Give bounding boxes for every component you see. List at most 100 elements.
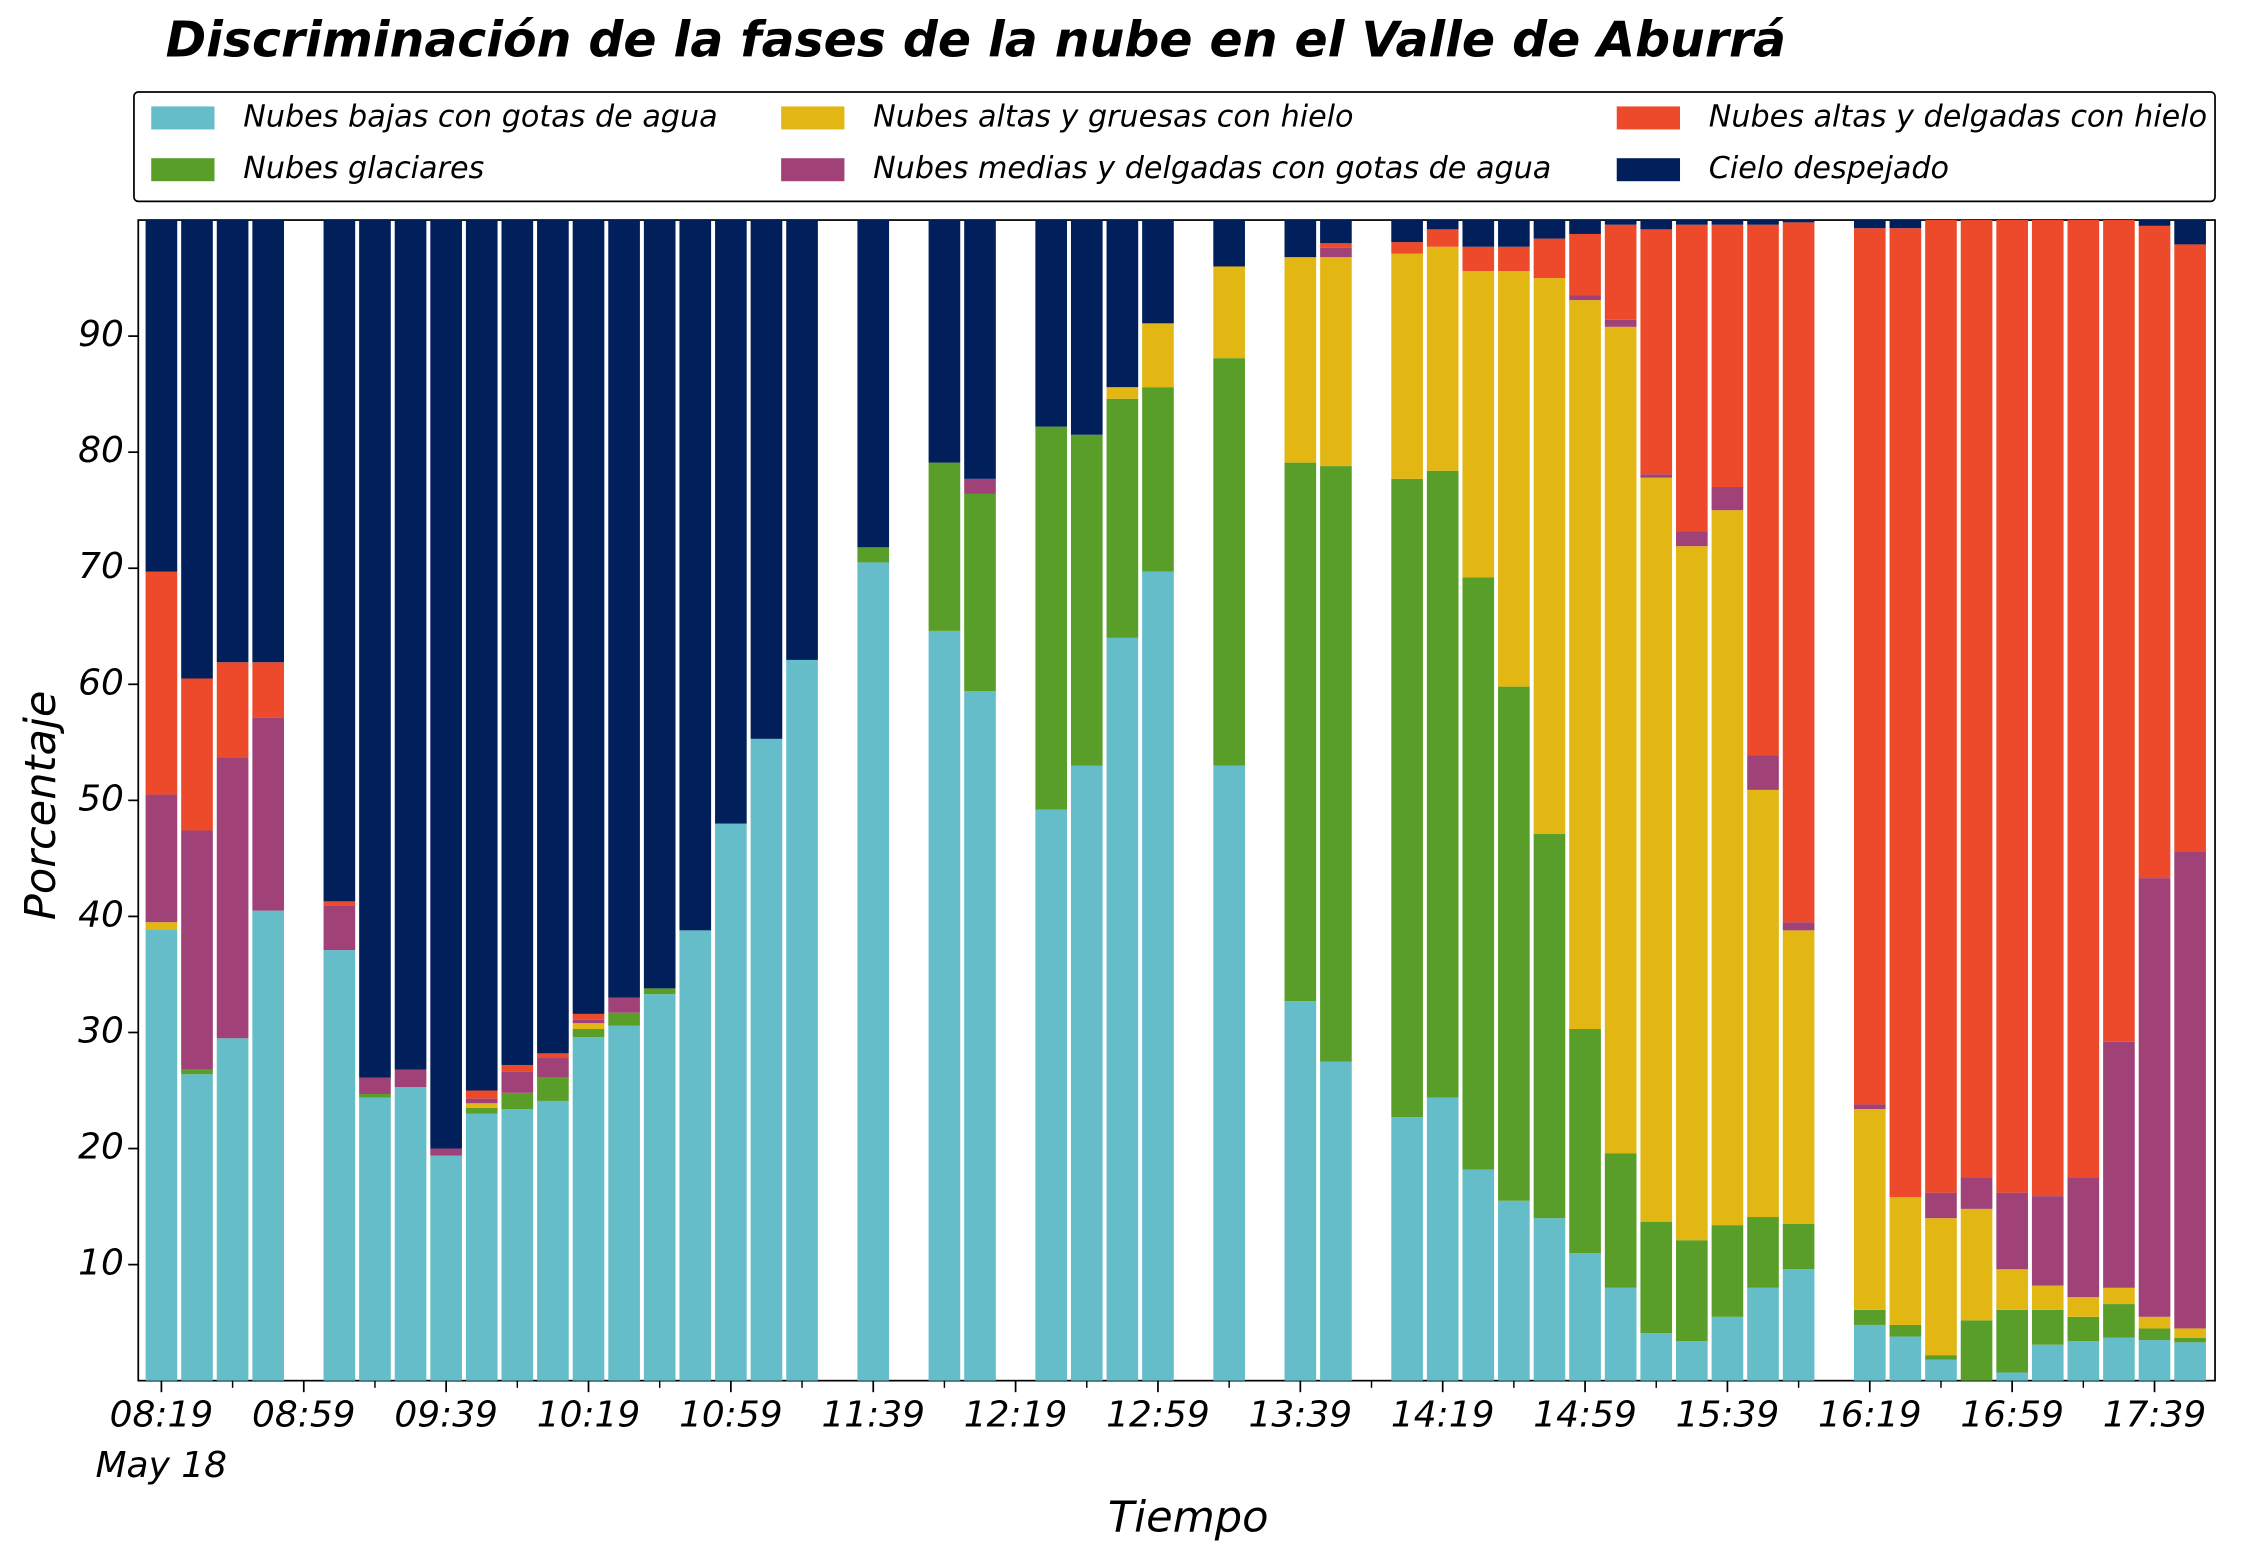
bar-segment (1782, 922, 1815, 931)
bar-segment (1996, 1372, 2028, 1381)
bar-segment (2031, 1309, 2064, 1345)
bar-segment (1640, 1221, 1673, 1334)
bar-segment (1142, 323, 1174, 388)
bar-segment (1853, 220, 1886, 229)
bar-segment (1426, 470, 1459, 1098)
bar-segment (181, 220, 213, 679)
bar-segment (928, 462, 961, 631)
bar-segment (1960, 1177, 1993, 1209)
bar-segment (715, 220, 747, 824)
bar-segment (1889, 1197, 1922, 1325)
bar-segment (1498, 1200, 1530, 1381)
bar-segment (1569, 233, 1601, 296)
legend-label: Nubes bajas con gotas de agua (243, 99, 717, 134)
bar-segment (786, 659, 818, 1381)
bar-segment (2103, 220, 2135, 1042)
bar-segment (1070, 434, 1103, 766)
bar-segment (1747, 1217, 1779, 1288)
bar-segment (1996, 1309, 2028, 1373)
bar-segment (1426, 1097, 1459, 1381)
bar-segment (465, 1098, 498, 1104)
bar-segment (857, 220, 890, 548)
bar-segment (608, 1025, 640, 1381)
bar-segment (2174, 244, 2206, 852)
bar-segment (1925, 1218, 1957, 1356)
bar-segment (1996, 1269, 2028, 1310)
bar-segment (2174, 851, 2206, 1329)
x-tick-label: 10:19 (537, 1395, 641, 1436)
bar-segment (1142, 571, 1174, 1381)
bar-segment (1925, 1355, 1957, 1360)
bar-segment (2103, 1304, 2135, 1338)
bar-segment (1462, 246, 1495, 272)
legend-swatch (781, 158, 845, 182)
bar-segment (1640, 220, 1673, 230)
y-tick-label: 10 (78, 1243, 124, 1284)
bar-segment (1391, 478, 1423, 1118)
bar-segment (857, 562, 890, 1381)
bar-segment (1569, 295, 1601, 301)
bar-segment (1853, 1109, 1886, 1310)
bar-segment (1391, 242, 1423, 254)
bar-segment (2031, 1285, 2064, 1310)
bar-segment (1747, 220, 1779, 225)
legend-label: Nubes glaciares (243, 151, 484, 186)
bar-segment (2031, 1196, 2064, 1286)
bar-segment (2138, 225, 2171, 879)
bar-segment (1925, 1359, 1957, 1381)
y-tick-label: 50 (78, 778, 124, 819)
bar-segment (1604, 220, 1637, 225)
bar-segment (1711, 224, 1744, 487)
bar-segment (1391, 253, 1423, 479)
bar-segment (1320, 466, 1352, 1062)
bar-segment (1711, 510, 1744, 1226)
bar-segment (2138, 878, 2171, 1317)
bar-segment (537, 220, 569, 1054)
x-tick-label: 11:39 (821, 1395, 925, 1436)
bar-segment (537, 1100, 569, 1381)
bar-segment (643, 994, 676, 1381)
x-tick-label: 14:19 (1391, 1395, 1495, 1436)
bar-segment (323, 901, 356, 906)
x-tick-label: 17:39 (2103, 1395, 2207, 1436)
bar-segment (1320, 1061, 1352, 1381)
bar-segment (2174, 220, 2206, 245)
bar-segment (1747, 224, 1779, 756)
bar-segment (1533, 238, 1566, 279)
bar-segment (216, 220, 249, 663)
bar-segment (1676, 546, 1708, 1241)
bar-segment (572, 1028, 605, 1038)
bar-segment (181, 1074, 213, 1381)
bar-segment (1106, 387, 1139, 399)
bar-segment (501, 1071, 534, 1093)
bar-segment (1676, 1341, 1708, 1381)
bar-segment (394, 1069, 427, 1088)
y-tick-label: 80 (78, 430, 124, 471)
bar-segment (145, 220, 178, 572)
bar-segment (643, 220, 676, 989)
bar-segment (1711, 1316, 1744, 1381)
bar-segment (1782, 1269, 1815, 1381)
bar-segment (572, 220, 605, 1014)
bar-segment (679, 930, 712, 1381)
bar-segment (1676, 220, 1708, 225)
bar-segment (1391, 220, 1423, 243)
bar-segment (145, 794, 178, 923)
bar-segment (1782, 220, 1815, 223)
legend-label: Nubes medias y delgadas con gotas de agu… (873, 151, 1551, 186)
bar-segment (537, 1077, 569, 1101)
bar-segment (1996, 220, 2028, 1193)
bar-segment (2067, 1341, 2100, 1381)
bar-segment (252, 717, 285, 911)
bar-segment (1213, 266, 1245, 359)
bar-segment (2031, 220, 2064, 1197)
legend-label: Nubes altas y delgadas con hielo (1709, 99, 2207, 134)
bar-segment (1213, 358, 1245, 766)
bar-segment (572, 1037, 605, 1381)
bar-segment (145, 929, 178, 1381)
bar-segment (323, 220, 356, 902)
bar-segment (2138, 1340, 2171, 1381)
bar-segment (1853, 1309, 1886, 1325)
bar-segment (2067, 1177, 2100, 1298)
